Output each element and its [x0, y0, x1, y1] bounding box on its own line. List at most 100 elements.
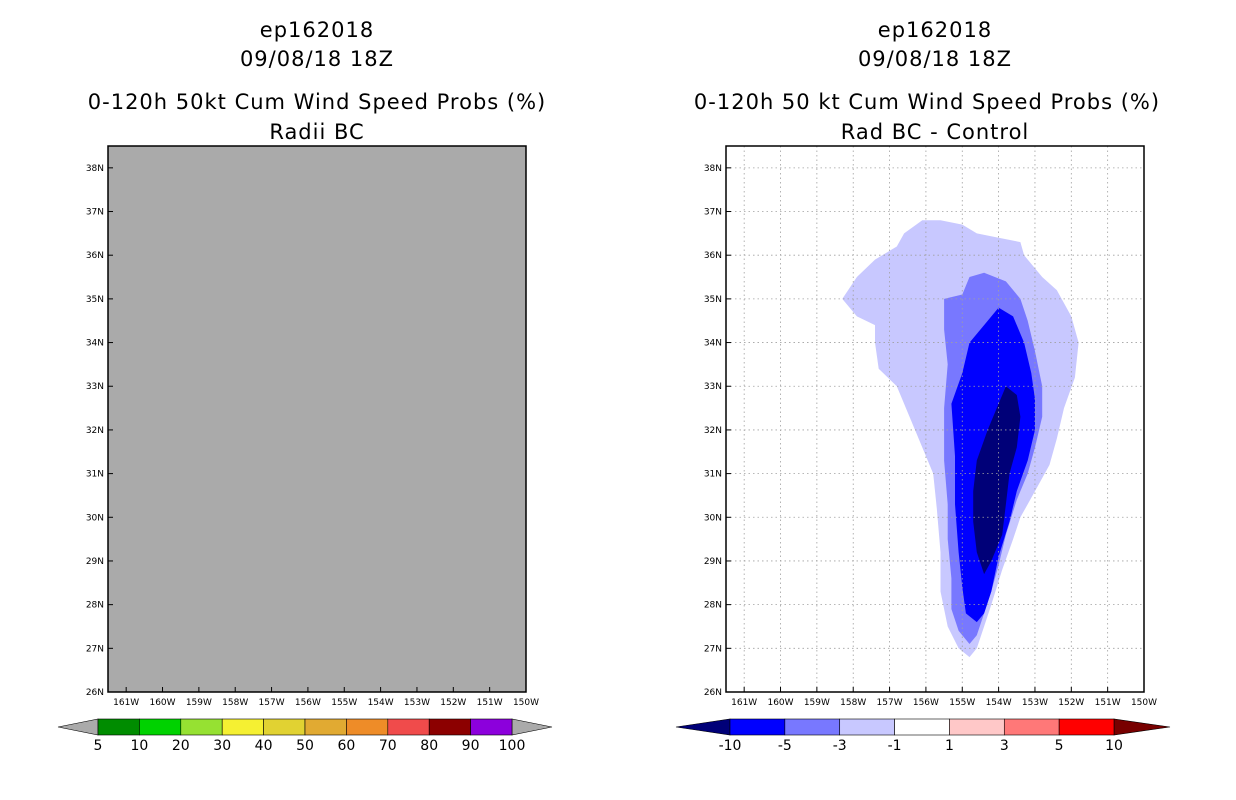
- colorbar-label: -3: [833, 738, 847, 754]
- y-tick-label: 37N: [704, 208, 722, 218]
- x-tick-label: 155W: [331, 698, 357, 708]
- colorbar-label: 10: [1105, 738, 1123, 754]
- colorbar-label: 80: [420, 738, 438, 754]
- plot-frame: [107, 145, 527, 693]
- left-title-product: 0-120h 50kt Cum Wind Speed Probs (%): [87, 90, 547, 114]
- y-tick-label: 29N: [704, 557, 722, 567]
- y-tick-label: 36N: [86, 251, 104, 261]
- colorbar-swatch: [784, 718, 841, 736]
- contour-fill-3: [973, 386, 1021, 575]
- colorbar-low-arrow: [57, 718, 99, 736]
- x-tick-label: 150W: [1131, 698, 1157, 708]
- y-tick-label: 30N: [704, 513, 722, 523]
- y-tick-label: 34N: [86, 339, 104, 349]
- colorbar-label: 70: [379, 738, 397, 754]
- colorbar-label: 5: [1055, 738, 1064, 754]
- y-tick-label: 26N: [704, 688, 722, 698]
- left-title-subtitle: Radii BC: [269, 120, 365, 144]
- colorbar-swatch: [304, 718, 347, 736]
- y-tick-label: 27N: [704, 644, 722, 654]
- x-tick-label: 155W: [949, 698, 975, 708]
- y-tick-label: 26N: [86, 688, 104, 698]
- colorbar-label: 3: [1000, 738, 1009, 754]
- x-tick-label: 161W: [113, 698, 139, 708]
- colorbar-swatch: [839, 718, 895, 736]
- x-tick-label: 156W: [913, 698, 939, 708]
- colorbar-label: 1: [945, 738, 954, 754]
- x-tick-label: 158W: [840, 698, 866, 708]
- colorbar-low-arrow: [675, 718, 731, 736]
- y-tick-label: 38N: [86, 164, 104, 174]
- y-tick-label: 35N: [86, 295, 104, 305]
- right-title-subtitle: Rad BC - Control: [840, 120, 1030, 144]
- colorbar-swatch: [1058, 718, 1115, 736]
- colorbar-label: 40: [255, 738, 273, 754]
- colorbar-swatch: [180, 718, 223, 736]
- panel-right: 161W 160W 159W 158W 157W 156W 155W 154W 153W 152W…: [675, 145, 1171, 754]
- y-tick-label: 31N: [704, 470, 722, 480]
- y-tick-label: 28N: [86, 601, 104, 611]
- y-tick-label: 38N: [704, 164, 722, 174]
- colorbar-swatch: [97, 718, 140, 736]
- x-tick-label: 151W: [477, 698, 503, 708]
- left-title-storm-id: ep162018: [259, 18, 375, 42]
- x-tick-label: 152W: [1058, 698, 1084, 708]
- colorbar-label: -1: [888, 738, 902, 754]
- x-tick-label: 154W: [368, 698, 394, 708]
- x-tick-label: 152W: [440, 698, 466, 708]
- y-tick-label: 31N: [86, 470, 104, 480]
- colorbar-swatch: [139, 718, 182, 736]
- colorbar-swatch: [949, 718, 1005, 736]
- left-title-date: 09/08/18 18Z: [239, 47, 395, 71]
- plot-frame: [725, 145, 1145, 693]
- colorbar-swatch: [346, 718, 389, 736]
- colorbar-label: 50: [296, 738, 314, 754]
- x-tick-label: 159W: [804, 698, 830, 708]
- x-tick-label: 153W: [1022, 698, 1048, 708]
- x-tick-label: 156W: [295, 698, 321, 708]
- y-tick-label: 33N: [86, 382, 104, 392]
- panel-left: 161W 160W 159W 158W 157W 156W 155W 154W 153W 152W…: [57, 145, 553, 754]
- colorbar-label: 60: [337, 738, 355, 754]
- x-tick-label: 153W: [404, 698, 430, 708]
- y-tick-label: 37N: [86, 208, 104, 218]
- colorbar-swatch: [470, 718, 513, 736]
- colorbar-swatch: [1003, 718, 1060, 736]
- y-tick-label: 35N: [704, 295, 722, 305]
- y-tick-label: 29N: [86, 557, 104, 567]
- x-tick-label: 158W: [222, 698, 248, 708]
- x-tick-label: 160W: [149, 698, 175, 708]
- y-tick-label: 36N: [704, 251, 722, 261]
- x-tick-label: 161W: [731, 698, 757, 708]
- colorbar-swatch: [428, 718, 471, 736]
- x-tick-label: 160W: [767, 698, 793, 708]
- colorbar-label: 10: [130, 738, 148, 754]
- colorbar-high-arrow: [511, 718, 553, 736]
- colorbar-label: 5: [94, 738, 103, 754]
- y-tick-label: 33N: [704, 382, 722, 392]
- colorbar-label: 90: [462, 738, 480, 754]
- y-tick-label: 34N: [704, 339, 722, 349]
- y-tick-label: 28N: [704, 601, 722, 611]
- plot-background: [108, 146, 526, 692]
- y-tick-label: 27N: [86, 644, 104, 654]
- x-tick-label: 151W: [1095, 698, 1121, 708]
- x-tick-label: 157W: [877, 698, 903, 708]
- x-tick-label: 159W: [186, 698, 212, 708]
- colorbar-label: 20: [172, 738, 190, 754]
- colorbar-high-arrow: [1113, 718, 1171, 736]
- colorbar-label: 30: [213, 738, 231, 754]
- right-title-product: 0-120h 50 kt Cum Wind Speed Probs (%): [693, 90, 1161, 114]
- x-tick-label: 150W: [513, 698, 539, 708]
- colorbar-swatch: [729, 718, 786, 736]
- colorbar-swatch: [263, 718, 306, 736]
- colorbar-swatch: [387, 718, 430, 736]
- x-tick-label: 154W: [986, 698, 1012, 708]
- right-title-storm-id: ep162018: [877, 18, 993, 42]
- colorbar-swatch: [894, 718, 950, 736]
- right-title-date: 09/08/18 18Z: [857, 47, 1013, 71]
- colorbar-label: 100: [499, 738, 526, 754]
- y-tick-label: 32N: [86, 426, 104, 436]
- x-tick-label: 157W: [259, 698, 285, 708]
